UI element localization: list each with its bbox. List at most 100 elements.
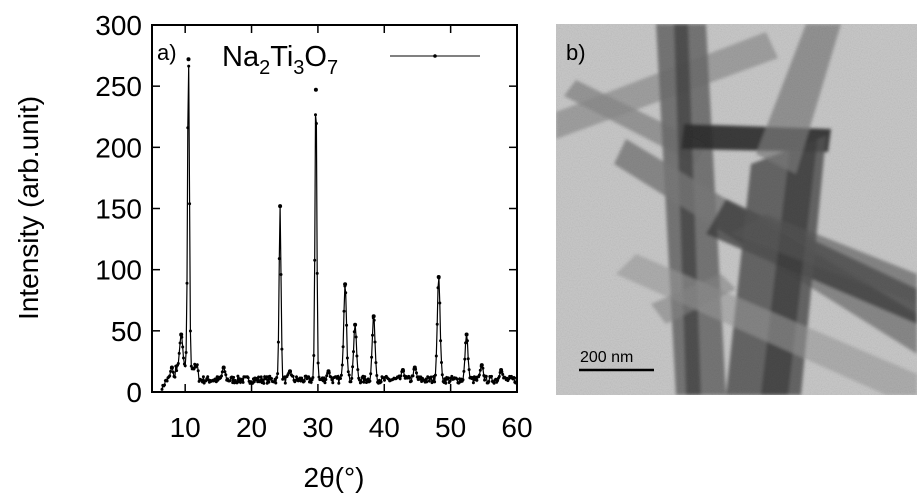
data-point [465,339,469,343]
data-point [183,364,187,368]
series-line [161,66,518,390]
data-point [259,375,263,379]
data-point [440,373,444,377]
x-tick-label: 10 [170,412,201,443]
data-point [313,258,317,262]
data-point [478,368,482,372]
data-point [240,377,244,381]
data-point [344,291,348,295]
data-point [496,379,500,383]
data-point [481,366,485,370]
data-point [188,329,192,333]
data-point [446,376,450,380]
data-point [464,341,468,345]
data-point [515,376,518,380]
data-point [280,347,284,351]
peak-point [464,332,469,337]
data-point [418,377,422,381]
data-point [440,361,443,364]
data-point [363,375,367,379]
data-point [356,368,360,372]
nanorod [756,24,841,174]
data-point [352,330,356,334]
peak-point [436,275,441,279]
y-tick-label: 250 [95,71,142,102]
data-point [276,340,280,344]
peak-point [221,365,226,370]
y-tick-label: 100 [95,255,142,286]
data-point [186,126,190,130]
data-point [169,369,173,373]
data-point [246,376,250,380]
data-point [483,378,487,382]
legend-label: Na2Ti3O7 [222,41,338,79]
data-point [220,370,224,374]
data-point [341,345,345,349]
y-tick-label: 150 [95,194,142,225]
data-point [450,374,454,378]
data-point [317,375,321,379]
data-point [201,375,205,379]
panel-label-b: b) [566,40,586,65]
data-point [316,361,320,365]
data-point [346,370,350,374]
data-point [274,381,278,385]
nanorod [651,274,736,324]
data-point [171,370,175,374]
data-point [223,370,227,374]
data-point [369,372,373,376]
data-point [345,356,349,360]
data-point [461,378,465,382]
data-point [337,381,341,385]
x-tick-label: 30 [302,412,333,443]
data-point [439,339,443,343]
data-point [475,378,479,382]
data-point [168,374,172,378]
data-point [379,380,383,384]
data-point [195,363,199,367]
data-point [370,355,374,359]
data-point [228,379,232,383]
data-point [324,378,328,381]
data-point [302,379,306,383]
data-point [163,383,166,387]
data-point [311,376,315,379]
data-point [187,64,191,68]
peak-point [288,369,292,374]
data-point [372,318,376,322]
data-point [314,122,318,125]
data-point [374,361,378,365]
data-point [383,378,386,382]
data-point [160,387,164,391]
data-point [462,369,466,373]
data-point [349,380,353,384]
data-point [484,374,488,378]
peak-point [479,363,484,368]
data-point [467,368,471,372]
scale-bar: 200 nm [579,349,654,372]
scale-bar-label: 200 nm [580,349,633,366]
data-point [371,333,374,337]
data-point [340,363,344,367]
data-point [175,369,179,373]
data-point [433,373,437,377]
data-point [466,357,470,361]
data-point [514,381,518,385]
peak-point [371,314,376,319]
data-point [415,371,418,375]
y-tick-label: 50 [111,316,142,347]
data-point [448,379,452,383]
xrd-chart: 0 50 100 150 200 250 300 10 20 30 40 50 60 a) Na2Ti… [13,10,533,493]
data-point [463,357,467,361]
x-tick-label: 60 [501,412,532,443]
data-point [455,377,459,381]
peak-point [412,365,417,370]
data-point [314,113,317,117]
legend-marker-sample [433,54,437,58]
panel-label-a: a) [157,40,177,65]
data-point [364,378,368,382]
data-point [323,381,327,385]
data-point [176,362,180,365]
y-tick-label: 200 [95,132,142,163]
data-point [315,271,319,275]
